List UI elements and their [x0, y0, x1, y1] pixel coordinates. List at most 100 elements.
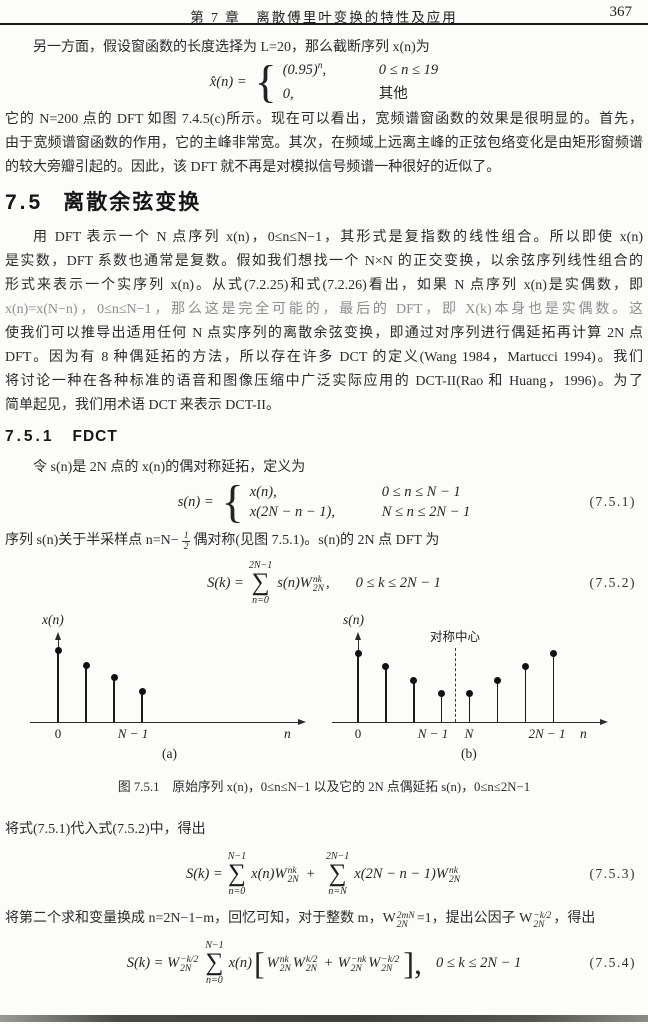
eq-condition: 0 ≤ k ≤ 2N − 1: [355, 574, 441, 591]
tick-nminus1-a: N − 1: [117, 726, 149, 741]
eq-lhs: x̂(n) =: [209, 73, 247, 90]
text-run: =1，提出公因子 W: [416, 911, 533, 926]
x-axis-label-b: n: [580, 726, 587, 741]
case-expr: x(2N − n − 1),: [249, 503, 335, 520]
equation-xhat: x̂(n) = { (0.95)n, 0 ≤ n ≤ 19 0, 其他: [0, 58, 648, 106]
supsub: nk 2N: [287, 865, 299, 885]
tick-n-b: N: [464, 726, 474, 741]
exponent: n: [317, 61, 323, 72]
x-axis-arrow-b: [600, 718, 608, 725]
tick-zero-b: 0: [354, 726, 362, 741]
supsub: −nk 2N: [350, 954, 367, 974]
subsection-heading: 7.5.1 FDCT: [5, 428, 118, 446]
equation-number: (7.5.1): [589, 494, 636, 509]
equation-number: (7.5.4): [589, 955, 636, 970]
figure-751: x(n) 0 N − 1 n (a) s(n) 对称中心 0 N − 1 N 2…: [0, 600, 648, 768]
supsub: 2mN 2N: [396, 910, 415, 930]
supsub: −k/2 2N: [381, 954, 400, 974]
section-heading: 7.5 离散余弦变换: [5, 186, 201, 216]
symmetry-center-label: 对称中心: [429, 630, 480, 644]
eq-term: W: [368, 954, 381, 971]
sum-upper: 2N−1: [248, 560, 273, 571]
stem-dot: [549, 650, 557, 657]
sigma-symbol: ∑: [251, 569, 270, 596]
case-cond: 0 ≤ n ≤ 19: [378, 61, 439, 78]
paragraph-line: 它的 N=200 点的 DFT 如图 7.4.5(c)所示。现在可以看出，宽频谱…: [5, 112, 643, 127]
case-cond: N ≤ n ≤ 2N − 1: [381, 503, 471, 520]
eq-term: x(n)W: [251, 865, 287, 882]
supsub: nk 2N: [279, 954, 291, 974]
paragraph-line: 将第二个求和变量换成 n=2N−1−m，回忆可知，对于整数 m，W 2mN 2N …: [5, 906, 595, 932]
x-axis-arrow-a: [298, 718, 306, 725]
stem-dot: [466, 690, 474, 697]
section-number: 7.5: [5, 191, 44, 214]
tick-2nminus1-b: 2N − 1: [528, 726, 566, 741]
text-run: 偶对称(见图 7.5.1)。s(n)的 2N 点 DFT 为: [193, 533, 440, 548]
eq-term: W: [337, 954, 350, 971]
case-expr: x(n),: [249, 483, 277, 500]
equation-number: (7.5.3): [589, 866, 636, 881]
sigma-symbol: ∑: [205, 949, 224, 976]
x-axis-b: [332, 722, 604, 724]
paragraph-line: 用 DFT 表示一个 N 点序列 x(n)，0≤n≤N−1，其形式是复指数的线性…: [33, 230, 643, 245]
paragraph-line: 将式(7.5.1)代入式(7.5.2)中，得出: [5, 822, 206, 837]
equation-number: (7.5.2): [589, 575, 636, 590]
supsub: −k/2 2N: [533, 910, 552, 930]
stem-dot: [410, 677, 418, 684]
paragraph-line: 序列 s(n)关于半采样点 n=N− 1 2 偶对称(见图 7.5.1)。s(n…: [5, 528, 439, 554]
cases-brace: {: [254, 56, 277, 107]
subsection-number: 7.5.1: [5, 428, 55, 445]
equation-752: S(k) = 2N−1 ∑ n=0 s(n)W nk 2N , 0 ≤ k ≤ 2…: [0, 556, 648, 610]
case-expr: 0,: [282, 85, 294, 102]
stem-line: [468, 694, 471, 722]
summation: N−1 ∑ n=0: [205, 940, 224, 986]
section-title: 离散余弦变换: [63, 191, 202, 214]
supsub: nk 2N: [312, 574, 324, 594]
x-axis-a: [30, 722, 302, 724]
eq-term: W: [292, 954, 305, 971]
right-bracket: ],: [403, 945, 422, 981]
stem-dot: [521, 663, 529, 670]
text-run: 将第二个求和变量换成 n=2N−1−m，回忆可知，对于整数 m，W: [5, 911, 396, 926]
stem-line: [413, 681, 415, 722]
eq-term: s(n)W: [277, 574, 312, 591]
stem-line: [113, 678, 115, 722]
eq-lhs: S(k) =: [185, 865, 223, 882]
x-axis-label-a: n: [284, 726, 291, 741]
stem-line: [385, 667, 387, 722]
scan-edge-bar: [0, 1015, 648, 1022]
stem-line: [440, 694, 443, 722]
cases-brace: {: [221, 476, 244, 527]
text-run: ，得出: [553, 911, 596, 926]
figure-caption: 图 7.5.1 原始序列 x(n)，0≤n≤N−1 以及它的 2N 点偶延拓 s…: [117, 780, 531, 794]
stem-line: [552, 654, 555, 722]
paragraph-line: 将讨论一种在各种标准的语音和图像压缩中广泛实际应用的 DCT-II(Rao 和 …: [5, 374, 643, 389]
stem-line: [141, 692, 143, 722]
stem-dot: [54, 647, 62, 654]
equation-754: S(k) = W −k/2 2N N−1 ∑ n=0 x(n) [ W nk 2N …: [0, 934, 648, 992]
tick-nminus1-b: N − 1: [417, 726, 449, 741]
supsub: nk 2N: [448, 865, 461, 885]
paragraph-line: 简单起见，我们用术语 DCT 来表示 DCT-II。: [5, 398, 280, 413]
stem-dot: [382, 663, 390, 670]
y-axis-arrow-a: [55, 632, 61, 640]
y-axis-label-a: x(n): [42, 612, 64, 627]
stem-dot: [138, 688, 146, 695]
paragraph-line: 使我们可以推导出适用任何 N 点实序列的离散余弦变换，即通过对序列进行偶延拓再计…: [5, 326, 643, 341]
supsub: −k/2 2N: [180, 954, 199, 974]
y-axis-arrow-b: [355, 632, 361, 640]
page-number: 367: [609, 4, 633, 20]
sigma-symbol: ∑: [328, 860, 347, 887]
stem-line: [57, 651, 59, 722]
eq-lhs: S(k) = W: [126, 954, 180, 971]
case-cond: 其他: [378, 85, 408, 102]
summation: 2N−1 ∑ n=N: [325, 851, 350, 897]
stem-dot: [354, 650, 362, 657]
plus-operator: +: [324, 954, 333, 971]
sum-lower: n=0: [252, 595, 269, 606]
paragraph-line: 另一方面，假设窗函数的长度选择为 L=20，那么截断序列 x(n)为: [33, 40, 430, 55]
case-cond: 0 ≤ n ≤ N − 1: [381, 483, 461, 500]
stem-line: [496, 681, 499, 722]
paragraph-line: x(n)=x(N−n)，0≤n≤N−1，那么这是完全可能的，最后的 DFT，即 …: [5, 302, 643, 317]
